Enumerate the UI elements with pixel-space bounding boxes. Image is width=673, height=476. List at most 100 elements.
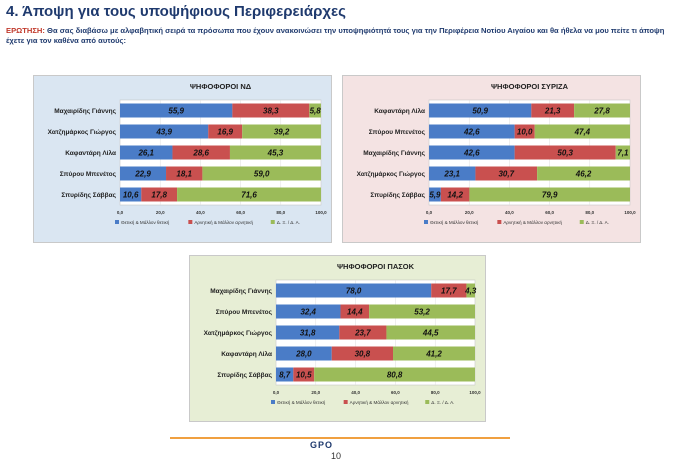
data-label: 78,0: [346, 287, 362, 296]
data-label: 80,8: [387, 371, 403, 380]
bar-segment: [514, 124, 535, 139]
data-label: 4,3: [464, 287, 477, 296]
data-label: 23,7: [354, 329, 371, 338]
x-tick-label: 80,0: [276, 210, 285, 215]
data-label: 22,9: [134, 170, 151, 179]
chart-panel-syriza: ΨΗΦΟΦΟΡΟΙ ΣΥΡΙΖΑ 0,0 20,0 40,0 60,0 80,0 100,0…: [342, 75, 641, 243]
x-tick-label: 40,0: [196, 210, 205, 215]
data-label: 28,6: [192, 149, 209, 158]
legend-label: Αρνητική & Μάλλον αρνητική: [503, 219, 562, 225]
chart-title: ΨΗΦΟΦΟΡΟΙ ΠΑΣΟΚ: [337, 262, 415, 271]
bar-segment: [276, 304, 341, 319]
data-label: 18,1: [176, 170, 192, 179]
data-label: 46,2: [575, 170, 592, 179]
bar-segment: [469, 187, 630, 202]
legend-swatch: [270, 220, 275, 224]
data-label: 21,3: [544, 107, 561, 116]
x-tick-label: 60,0: [391, 390, 400, 395]
chart-title: ΨΗΦΟΦΟΡΟΙ ΣΥΡΙΖΑ: [491, 82, 569, 91]
legend-swatch: [188, 220, 193, 224]
bar-segment: [475, 166, 538, 181]
category-label: Χατζημάρκος Γιώργος: [204, 330, 273, 337]
category-label: Σπυρίδης Σάββας: [370, 192, 425, 199]
bar-segment: [514, 145, 616, 160]
bar-segment: [172, 145, 230, 160]
data-label: 5,8: [310, 107, 322, 116]
category-label: Μαχαιρίδης Γιάννης: [210, 288, 272, 295]
x-tick-label: 40,0: [505, 210, 514, 215]
category-label: Σπύρου Μπενέτος: [369, 129, 426, 136]
bar-segment: [531, 103, 575, 118]
bar-segment: [120, 103, 233, 118]
x-tick-label: 20,0: [465, 210, 474, 215]
data-label: 10,6: [123, 191, 139, 200]
data-label: 17,8: [151, 191, 167, 200]
chart-title: ΨΗΦΟΦΟΡΟΙ ΝΔ: [190, 82, 252, 91]
data-label: 27,8: [593, 107, 610, 116]
x-tick-label: 60,0: [236, 210, 245, 215]
bar-segment: [276, 325, 340, 340]
bar-segment: [429, 187, 441, 202]
bar-segment: [534, 124, 630, 139]
x-tick-label: 0,0: [273, 390, 280, 395]
bar-segment: [314, 367, 475, 382]
legend-swatch: [497, 220, 502, 224]
bar-segment: [431, 283, 467, 298]
data-label: 14,4: [347, 308, 363, 317]
category-label: Καφαντάρη Λίλα: [374, 107, 425, 115]
bar-segment: [429, 145, 515, 160]
bar-segment: [293, 367, 315, 382]
bar-segment: [177, 187, 321, 202]
chart-svg-2: ΨΗΦΟΦΟΡΟΙ ΠΑΣΟΚ 0,0 20,0 40,0 60,0 80,0 100,0 Μ…: [204, 262, 482, 405]
category-label: Σπυρίδης Σάββας: [217, 372, 272, 379]
bar-segment: [166, 166, 203, 181]
bar-segment: [331, 346, 394, 361]
legend-label: Θετική & Μάλλον θετική: [121, 219, 170, 225]
data-label: 5,9: [429, 191, 441, 200]
bar-segment: [229, 145, 321, 160]
data-label: 31,8: [300, 329, 316, 338]
footer-divider: [170, 437, 510, 439]
data-label: 44,5: [422, 329, 439, 338]
bar-segment: [440, 187, 470, 202]
chart-svg-0: ΨΗΦΟΦΟΡΟΙ ΝΔ 0,0 20,0 40,0 60,0 80,0 100,0 Μαχα…: [48, 82, 328, 225]
legend-swatch: [115, 220, 119, 224]
x-tick-label: 20,0: [156, 210, 165, 215]
data-label: 8,7: [279, 371, 291, 380]
bar-segment: [429, 103, 532, 118]
x-tick-label: 0,0: [117, 210, 124, 215]
legend-label: Θετική & Μάλλον θετική: [430, 219, 479, 225]
bar-segment: [232, 103, 310, 118]
category-label: Μαχαιρίδης Γιάννης: [54, 108, 116, 115]
bar-segment: [340, 304, 370, 319]
category-label: Καφαντάρη Λίλα: [65, 149, 116, 157]
bar-segment: [141, 187, 178, 202]
data-label: 17,7: [441, 287, 457, 296]
category-label: Σπυρίδης Σάββας: [61, 192, 116, 199]
chart-panel-nd: ΨΗΦΟΦΟΡΟΙ ΝΔ 0,0 20,0 40,0 60,0 80,0 100,0 Μαχα…: [33, 75, 332, 243]
bar-segment: [242, 124, 321, 139]
x-tick-label: 100,0: [469, 390, 481, 395]
legend-label: Θετική & Μάλλον θετική: [277, 399, 326, 405]
bar-segment: [309, 103, 321, 118]
legend-swatch: [343, 400, 348, 404]
data-label: 10,5: [296, 371, 312, 380]
category-label: Χατζημάρκος Γιώργος: [48, 129, 117, 136]
category-label: Σπύρου Μπενέτος: [216, 309, 273, 316]
category-label: Καφαντάρη Λίλα: [221, 350, 272, 358]
bar-segment: [120, 187, 142, 202]
page-number: 10: [331, 451, 342, 461]
data-label: 41,2: [425, 350, 442, 359]
question-text: Θα σας διαβάσω με αλφαβητική σειρά τα πρ…: [6, 26, 665, 45]
bar-segment: [208, 124, 243, 139]
bar-segment: [615, 145, 630, 160]
bar-segment: [466, 283, 475, 298]
legend-label: Αρνητική & Μάλλον αρνητική: [350, 399, 409, 405]
x-tick-label: 80,0: [431, 390, 440, 395]
legend-label: Δ. Ξ. / Δ. Α.: [431, 400, 454, 405]
bar-segment: [339, 325, 387, 340]
company-logo: GPO: [310, 440, 334, 450]
data-label: 53,2: [414, 308, 430, 317]
bar-segment: [369, 304, 475, 319]
bar-segment: [276, 283, 432, 298]
